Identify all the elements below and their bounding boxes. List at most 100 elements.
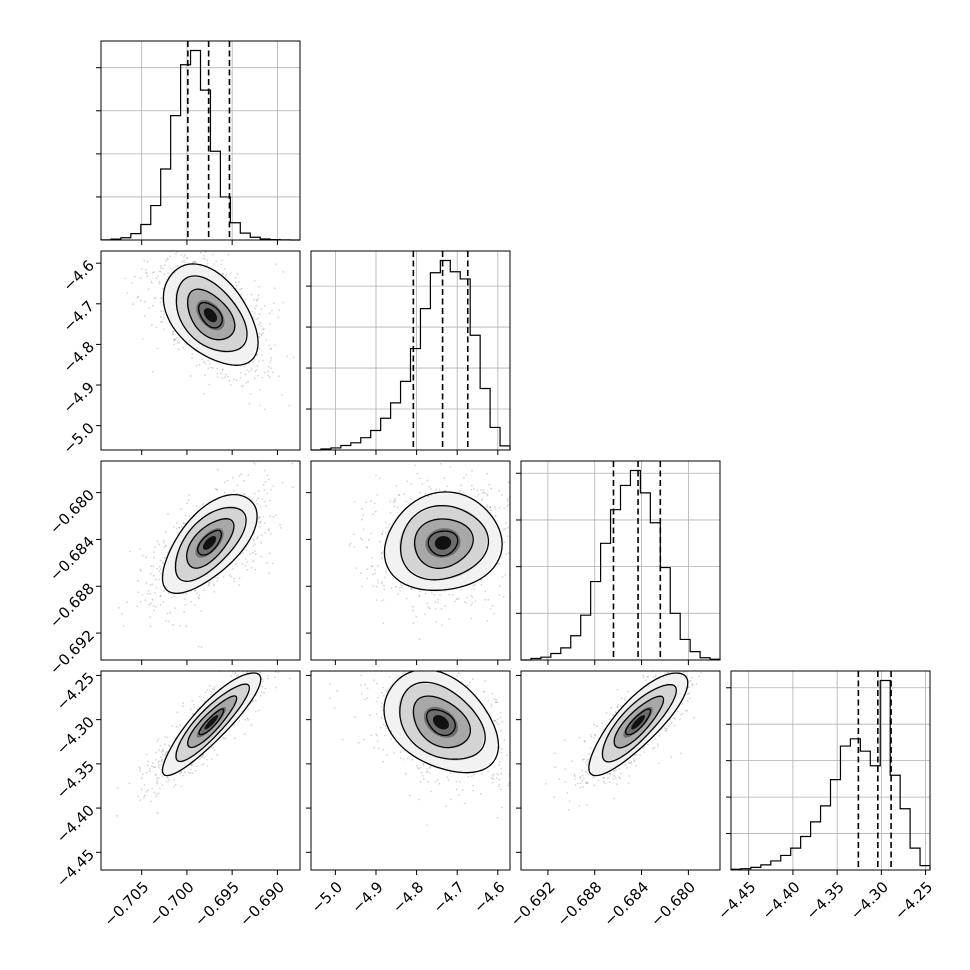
sample-point bbox=[504, 574, 507, 576]
sample-point bbox=[376, 734, 379, 737]
sample-point bbox=[270, 357, 273, 359]
sample-point bbox=[269, 652, 271, 654]
sample-point bbox=[192, 261, 195, 264]
sample-point bbox=[410, 652, 412, 654]
sample-point bbox=[137, 795, 140, 798]
sample-point bbox=[549, 524, 551, 526]
sample-point bbox=[273, 302, 275, 305]
sample-point bbox=[190, 600, 193, 603]
sample-point bbox=[160, 248, 162, 250]
sample-point bbox=[501, 576, 504, 578]
sample-point bbox=[389, 511, 392, 514]
sample-point bbox=[393, 501, 396, 504]
sample-point bbox=[255, 299, 258, 301]
histogram-panel-1 bbox=[306, 250, 511, 451]
sample-point bbox=[251, 310, 253, 313]
sample-point bbox=[163, 313, 166, 316]
sample-point bbox=[500, 729, 502, 732]
sample-point bbox=[182, 346, 185, 349]
sample-point bbox=[582, 785, 584, 788]
sample-point bbox=[258, 336, 261, 338]
sample-point bbox=[518, 543, 520, 545]
sample-point bbox=[628, 775, 631, 777]
sample-point bbox=[184, 261, 186, 264]
sample-point bbox=[201, 756, 203, 759]
sample-point bbox=[470, 484, 473, 487]
sample-point bbox=[394, 499, 397, 502]
sample-point bbox=[474, 584, 476, 587]
sample-point bbox=[381, 581, 383, 583]
density-area bbox=[116, 652, 291, 817]
sample-point bbox=[461, 789, 464, 791]
sample-point bbox=[443, 452, 445, 454]
sample-point bbox=[574, 784, 577, 786]
sample-point bbox=[154, 546, 157, 548]
sample-point bbox=[151, 271, 154, 274]
sample-point bbox=[723, 681, 725, 683]
sample-point bbox=[176, 341, 179, 344]
sample-point bbox=[253, 279, 256, 282]
sample-point bbox=[458, 780, 461, 783]
sample-point bbox=[455, 780, 458, 783]
sample-point bbox=[272, 515, 275, 518]
sample-point bbox=[493, 719, 496, 722]
sample-point bbox=[189, 772, 192, 775]
sample-point bbox=[512, 493, 514, 495]
sample-point bbox=[148, 603, 151, 606]
sample-point bbox=[472, 789, 475, 792]
sample-point bbox=[426, 824, 428, 827]
sample-point bbox=[419, 766, 422, 769]
sample-point bbox=[481, 498, 484, 500]
sample-point bbox=[507, 526, 510, 529]
sample-point bbox=[695, 663, 697, 665]
sample-point bbox=[159, 217, 161, 219]
sample-point bbox=[472, 678, 474, 681]
sample-point bbox=[471, 596, 474, 598]
sample-point bbox=[467, 775, 470, 778]
sample-point bbox=[158, 749, 161, 752]
sample-point bbox=[166, 612, 169, 615]
sample-point bbox=[263, 522, 266, 524]
sample-point bbox=[257, 317, 259, 320]
contour-line-2 bbox=[399, 681, 486, 760]
sample-point bbox=[191, 357, 193, 359]
sample-point bbox=[669, 719, 672, 721]
sample-point bbox=[496, 718, 499, 721]
sample-point bbox=[463, 666, 465, 668]
sample-point bbox=[553, 796, 555, 798]
sample-point bbox=[255, 667, 257, 669]
sample-point bbox=[223, 737, 226, 740]
sample-point bbox=[456, 598, 459, 601]
sample-point bbox=[167, 744, 170, 747]
sample-point bbox=[159, 568, 162, 570]
sample-point bbox=[243, 664, 245, 666]
sample-point bbox=[179, 625, 182, 627]
sample-point bbox=[389, 500, 392, 503]
sample-point bbox=[701, 649, 703, 651]
sample-point bbox=[283, 663, 285, 665]
sample-point bbox=[465, 668, 467, 670]
sample-point bbox=[255, 699, 257, 702]
density-level-4 bbox=[203, 308, 217, 323]
sample-point bbox=[239, 376, 242, 379]
sample-point bbox=[253, 298, 256, 301]
sample-point bbox=[132, 303, 135, 305]
sample-point bbox=[399, 589, 401, 592]
sample-point bbox=[141, 773, 144, 775]
sample-point bbox=[227, 253, 230, 256]
sample-point bbox=[254, 307, 256, 309]
sample-point bbox=[145, 753, 148, 756]
sample-point bbox=[209, 685, 211, 687]
sample-point bbox=[262, 680, 264, 683]
sample-point bbox=[150, 800, 152, 803]
sample-point bbox=[145, 582, 148, 584]
sample-point bbox=[554, 752, 556, 755]
density-area bbox=[544, 646, 725, 811]
sample-point bbox=[156, 740, 159, 743]
density-area bbox=[118, 461, 300, 648]
sample-point bbox=[160, 297, 163, 300]
sample-point bbox=[376, 494, 379, 496]
sample-point bbox=[664, 646, 666, 648]
sample-point bbox=[174, 607, 176, 610]
sample-point bbox=[515, 540, 517, 542]
